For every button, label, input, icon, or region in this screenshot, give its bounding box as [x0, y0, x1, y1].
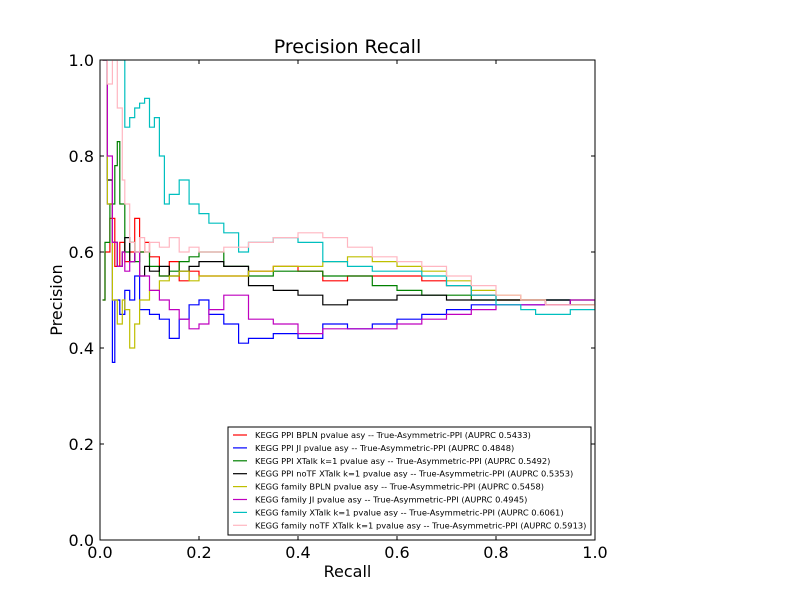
legend-label: KEGG family BPLN pvalue asy -- True-Asym…	[255, 482, 544, 492]
chart-title: Precision Recall	[274, 36, 422, 58]
legend-label: KEGG family JI pvalue asy -- True-Asymme…	[255, 495, 527, 505]
series-line-2	[102, 141, 595, 305]
series-line-1	[102, 60, 595, 363]
y-axis-label: Precision	[47, 264, 66, 335]
legend-label: KEGG PPI BPLN pvalue asy -- True-Asymmet…	[255, 430, 531, 440]
x-tick-label: 0.2	[186, 543, 211, 562]
series-layer	[102, 60, 595, 363]
x-axis-label: Recall	[324, 562, 372, 581]
series-line-6	[105, 60, 595, 315]
y-tick-label: 0.8	[69, 147, 94, 166]
legend-label: KEGG family noTF XTalk k=1 pvalue asy --…	[255, 520, 586, 530]
legend-box	[227, 426, 592, 536]
x-tick-label: 1.0	[582, 543, 607, 562]
ticks-layer: 0.0 0.2 0.4 0.6 0.8 1.0 0.0 0.2 0.4 0.6 0.8 1.0	[69, 51, 608, 562]
y-tick-label: 0.6	[69, 243, 94, 262]
legend-label: KEGG PPI JI pvalue asy -- True-Asymmetri…	[255, 443, 514, 453]
legend-label: KEGG PPI XTalk k=1 pvalue asy -- True-As…	[255, 456, 550, 466]
plot-frame	[99, 59, 596, 541]
y-tick-label: 0.4	[69, 339, 94, 358]
x-tick-label: 0.6	[384, 543, 409, 562]
series-line-5	[102, 60, 595, 335]
y-tick-label: 1.0	[69, 51, 94, 70]
legend: KEGG PPI BPLN pvalue asy -- True-Asymmet…	[227, 426, 592, 536]
series-line-7	[102, 60, 595, 310]
series-line-3	[102, 60, 595, 306]
x-tick-label: 0.8	[483, 543, 508, 562]
x-tick-label: 0.0	[87, 543, 112, 562]
legend-label: KEGG PPI noTF XTalk k=1 pvalue asy -- Tr…	[255, 469, 573, 479]
y-tick-label: 0.2	[69, 435, 94, 454]
y-tick-label: 0.0	[69, 531, 94, 550]
legend-label: KEGG family XTalk k=1 pvalue asy -- True…	[255, 507, 564, 517]
x-tick-label: 0.4	[285, 543, 310, 562]
